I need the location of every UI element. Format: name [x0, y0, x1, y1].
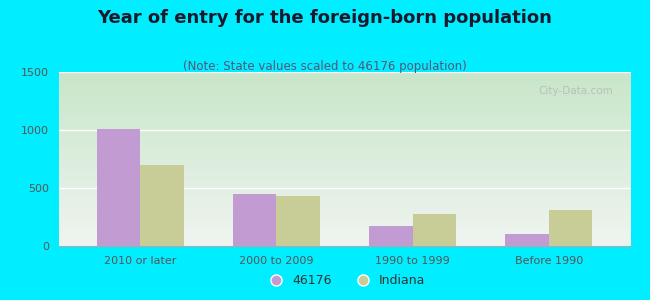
Bar: [369, 226, 413, 246]
Bar: [505, 234, 549, 246]
Bar: [140, 165, 184, 246]
Text: Year of entry for the foreign-born population: Year of entry for the foreign-born popul…: [98, 9, 552, 27]
Text: City-Data.com: City-Data.com: [539, 86, 614, 96]
Bar: [549, 210, 592, 246]
Bar: [413, 214, 456, 246]
Bar: [276, 196, 320, 246]
Text: (Note: State values scaled to 46176 population): (Note: State values scaled to 46176 popu…: [183, 60, 467, 73]
Legend: 46176, Indiana: 46176, Indiana: [259, 269, 430, 292]
Bar: [97, 129, 140, 246]
Bar: [233, 194, 276, 246]
